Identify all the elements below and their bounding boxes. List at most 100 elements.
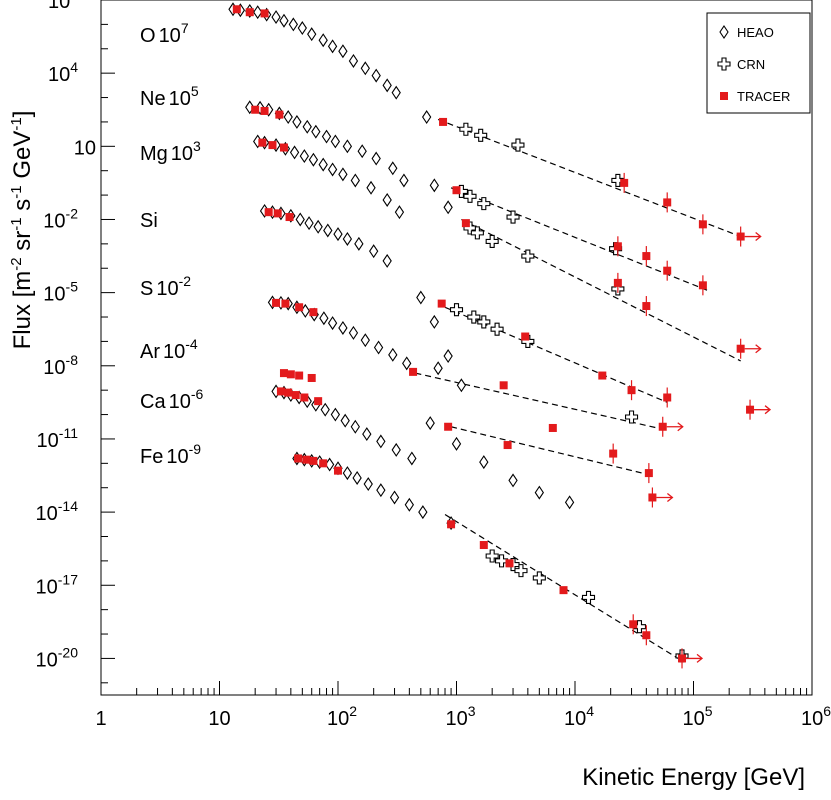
tracer-point	[307, 373, 316, 382]
heao-point	[416, 290, 426, 305]
crn-point	[532, 571, 546, 585]
heao-point	[360, 333, 370, 348]
heao-point	[389, 490, 400, 505]
legend: HEAO CRN TRACER	[706, 12, 811, 114]
heao-point	[376, 483, 386, 498]
heao-point	[302, 119, 312, 134]
heao-point	[321, 129, 332, 144]
tracer-point	[609, 449, 618, 458]
crn-point	[474, 128, 488, 142]
crn-point	[490, 322, 504, 336]
heao-point	[340, 413, 350, 428]
legend-label: CRN	[737, 57, 765, 72]
y-tick-label: 10-20	[36, 644, 79, 671]
heao-point	[327, 39, 338, 54]
heao-point	[338, 167, 348, 182]
element-series	[259, 203, 762, 364]
y-axis-label-text: Flux [m	[9, 271, 36, 350]
heao-point	[271, 10, 281, 25]
tracer-point	[698, 281, 707, 290]
tracer-point	[642, 252, 651, 261]
element-label: Si	[140, 210, 158, 232]
y-tick-label: 107	[48, 0, 78, 13]
crn-point	[581, 590, 596, 605]
tracer-point	[284, 388, 293, 397]
tracer-point	[319, 459, 328, 468]
heao-point	[342, 466, 353, 481]
tracer-point	[613, 278, 622, 287]
heao-point	[292, 114, 302, 129]
fit-line	[450, 187, 708, 291]
tracer-point	[505, 559, 514, 568]
heao-point	[338, 320, 348, 335]
tracer-point	[559, 586, 568, 595]
crn-point	[485, 234, 499, 248]
y-tick-label: 10-8	[43, 352, 78, 379]
heao-point	[443, 349, 453, 364]
heao-point	[479, 455, 489, 470]
x-tick-label: 103	[445, 703, 475, 730]
heao-point	[371, 151, 381, 166]
heao-point	[382, 253, 392, 268]
heao-point	[307, 27, 317, 42]
crn-point	[506, 210, 520, 224]
y-axis-label-end: ]	[9, 111, 36, 118]
tracer-point	[260, 9, 269, 18]
tracer-point	[658, 422, 667, 431]
tracer-point	[642, 631, 651, 640]
heao-point	[382, 78, 392, 93]
heao-point	[342, 139, 353, 154]
tracer-point	[663, 393, 672, 402]
tracer-point	[452, 186, 461, 195]
heao-point	[327, 316, 338, 331]
tracer-point	[314, 397, 323, 406]
heao-point	[308, 152, 319, 167]
fit-line	[415, 372, 663, 430]
heao-point	[443, 200, 453, 215]
heao-point	[433, 361, 443, 376]
tracer-point	[275, 110, 284, 119]
heao-point	[338, 44, 348, 59]
heao-point	[352, 470, 362, 485]
tracer-point	[437, 299, 446, 308]
crn-point	[624, 410, 639, 424]
heao-point	[323, 223, 333, 238]
tracer-point	[245, 8, 254, 17]
heao-point	[357, 144, 367, 159]
heao-point	[299, 149, 310, 164]
heao-point	[399, 173, 409, 188]
heao-point	[289, 145, 300, 160]
y-axis-label-sr: sr	[9, 231, 36, 258]
heao-point	[279, 13, 289, 28]
element-label: Ar 10-4	[140, 336, 198, 363]
heao-point	[318, 33, 328, 48]
heao-point	[348, 53, 359, 68]
element-series	[279, 361, 684, 437]
element-series	[228, 2, 401, 100]
element-label: S 10-2	[140, 273, 191, 300]
heao-point	[283, 110, 293, 125]
tracer-point	[444, 422, 453, 431]
heao-point	[313, 219, 323, 234]
crn-point	[514, 564, 528, 578]
y-axis-label-gev: GeV	[9, 131, 36, 186]
crn-point	[521, 249, 535, 263]
heao-point	[320, 402, 330, 417]
tracer-point	[409, 367, 418, 376]
y-tick-label: 10	[74, 137, 96, 159]
tracer-point	[295, 371, 304, 380]
limit-arrowhead	[755, 232, 762, 242]
heao-point	[404, 497, 415, 512]
y-tick-label: 10-5	[43, 279, 78, 306]
element-series	[267, 295, 772, 420]
tracer-point	[258, 138, 267, 147]
tracer-point	[279, 143, 288, 152]
tracer-point	[272, 298, 281, 307]
tracer-point	[644, 469, 653, 478]
x-tick-label: 106	[801, 703, 831, 730]
fit-line	[450, 426, 653, 477]
tracer-point	[309, 456, 318, 465]
heao-point	[311, 124, 321, 139]
crn-point	[467, 310, 481, 324]
heao-point	[391, 442, 401, 457]
